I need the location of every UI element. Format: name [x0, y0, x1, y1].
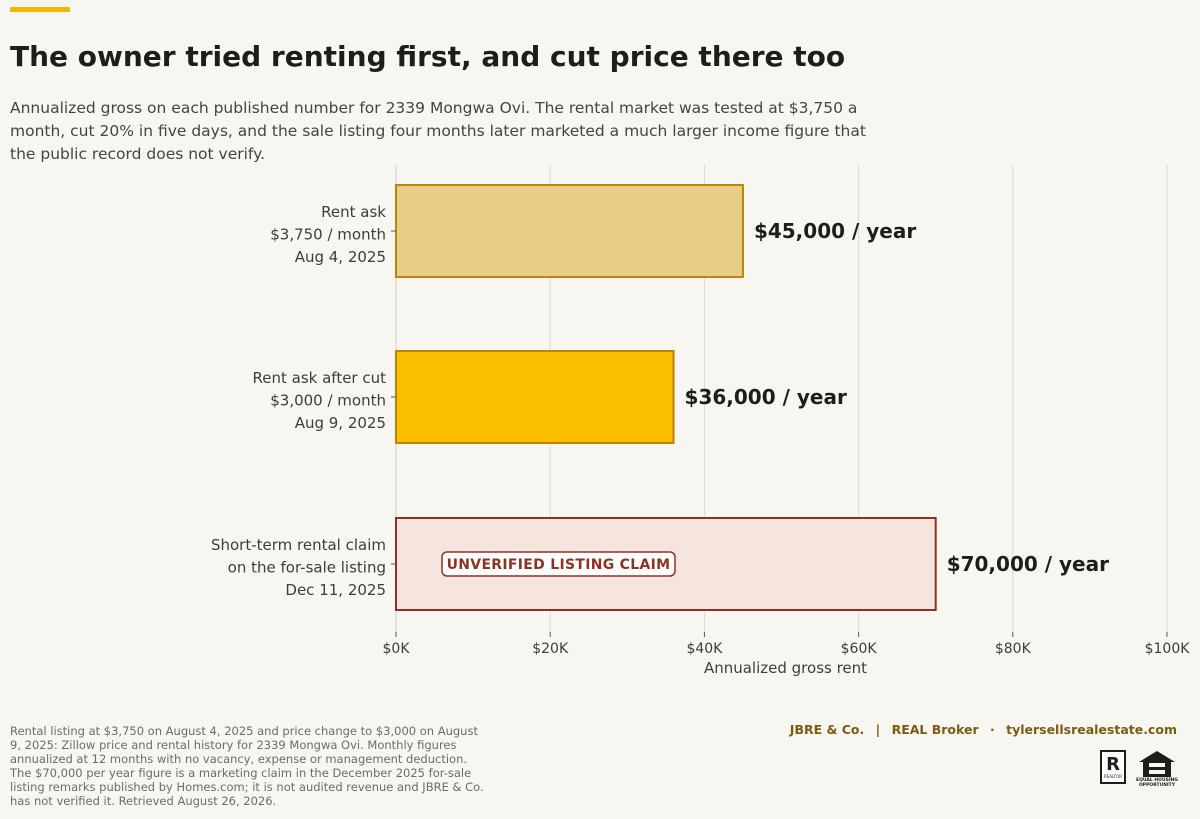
website-link[interactable]: tylersellsrealestate.com [1006, 722, 1177, 737]
bar-value-label: $70,000 / year [947, 552, 1109, 576]
category-label: Aug 9, 2025 [295, 414, 386, 432]
category-label: $3,000 / month [270, 392, 386, 410]
logos: R REALTOR EQUAL HOUSING OPPORTUNITY [1100, 750, 1178, 788]
category-label: Short-term rental claim [211, 536, 386, 554]
unverified-badge [441, 551, 676, 577]
source-note: Rental listing at $3,750 on August 4, 20… [10, 724, 484, 808]
x-tick-label: $40K [686, 641, 723, 657]
x-tick-label: $80K [995, 641, 1032, 657]
x-tick-label: $60K [841, 641, 878, 657]
bar-value-label: $36,000 / year [685, 385, 847, 409]
brokerage-name: REAL Broker [891, 722, 979, 737]
brand-separator-dot: · [989, 722, 995, 737]
category-label: Rent ask [321, 203, 386, 221]
bar-chart: $0K $20K $40K $60K $80K $100K Annualized gross… [211, 165, 1191, 677]
bar [395, 350, 675, 444]
x-tick-label: $20K [532, 641, 569, 657]
category-label: Dec 11, 2025 [285, 581, 386, 599]
realtor-logo-icon: R REALTOR [1100, 750, 1126, 784]
category-label: $3,750 / month [270, 226, 386, 244]
brand-separator: | [875, 722, 881, 737]
equal-housing-logo-icon: EQUAL HOUSING OPPORTUNITY [1136, 750, 1178, 788]
x-tick-label: $100K [1145, 641, 1191, 657]
chart-subtitle: Annualized gross on each published numbe… [10, 99, 866, 163]
brand-line: JBRE & Co. | REAL Broker · tylersellsrea… [790, 722, 1177, 737]
x-axis-title: Annualized gross rent [704, 659, 867, 677]
brand-name: JBRE & Co. [789, 722, 865, 737]
category-label: Rent ask after cut [253, 369, 387, 387]
x-tick-label: $0K [383, 641, 411, 657]
bar [395, 184, 744, 278]
category-label: on the for-sale listing [228, 559, 386, 577]
chart-title: The owner tried renting first, and cut p… [10, 40, 846, 73]
accent-bar [10, 7, 70, 12]
unverified-badge-text: UNVERIFIED LISTING CLAIM [447, 557, 671, 573]
bar-value-label: $45,000 / year [754, 219, 916, 243]
category-label: Aug 4, 2025 [295, 248, 386, 266]
